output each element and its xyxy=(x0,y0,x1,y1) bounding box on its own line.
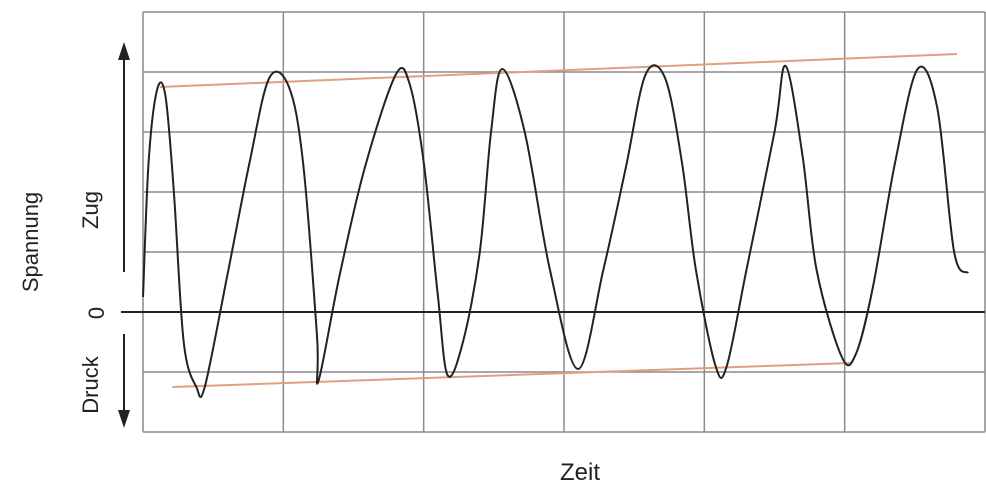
grid xyxy=(142,11,986,433)
envelope-line xyxy=(172,362,852,388)
compression-arrowhead xyxy=(118,410,130,428)
tension-arrowhead xyxy=(118,42,130,60)
compression-label: Druck xyxy=(78,355,103,413)
x-axis-label: Zeit xyxy=(560,459,600,486)
zero-tick-label: 0 xyxy=(84,307,109,319)
stress-curve-series xyxy=(142,64,969,399)
envelope-lines xyxy=(159,53,957,388)
y-axis-label: Spannung xyxy=(18,192,43,292)
envelope-line xyxy=(159,53,957,88)
tension-label: Zug xyxy=(78,191,103,229)
